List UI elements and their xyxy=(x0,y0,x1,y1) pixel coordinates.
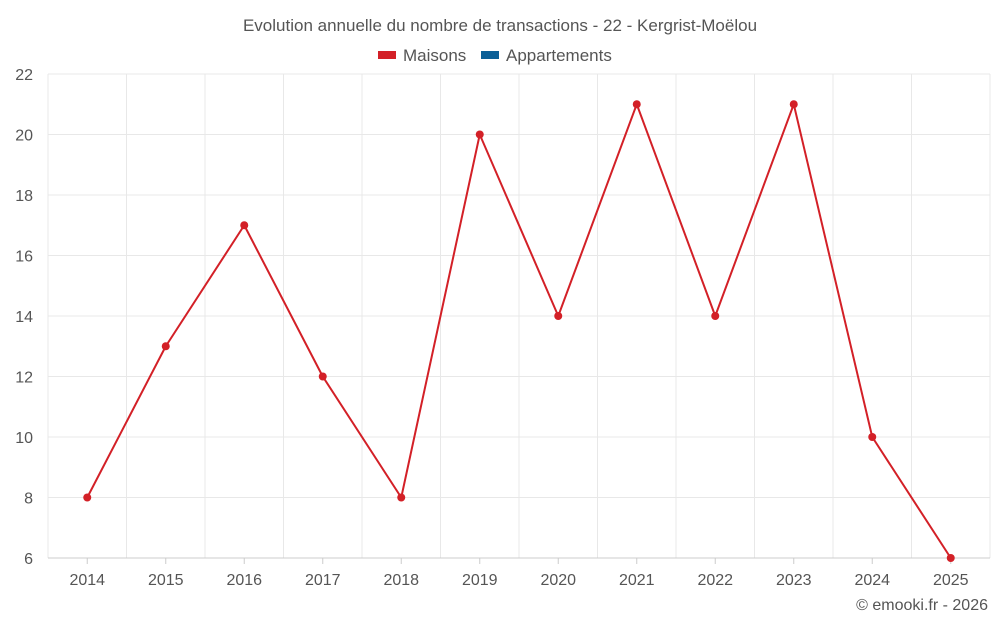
data-point[interactable] xyxy=(711,312,720,320)
legend-item-maisons[interactable]: Maisons xyxy=(378,46,466,65)
x-tick-label: 2023 xyxy=(776,572,812,589)
series-maisons xyxy=(83,100,955,562)
x-tick-label: 2020 xyxy=(540,572,576,589)
data-point[interactable] xyxy=(397,493,406,502)
grid xyxy=(47,73,991,559)
series-line xyxy=(86,103,952,559)
credit-text: © emooki.fr - 2026 xyxy=(856,597,988,614)
legend: Maisons Appartements xyxy=(378,46,612,65)
data-point[interactable] xyxy=(554,312,563,320)
x-tick-label: 2024 xyxy=(854,572,890,589)
data-point[interactable] xyxy=(161,342,170,351)
x-tick-label: 2015 xyxy=(148,572,184,589)
x-tick-label: 2018 xyxy=(383,572,419,589)
legend-label-maisons: Maisons xyxy=(403,46,466,65)
y-tick-label: 18 xyxy=(15,188,33,205)
y-tick-label: 6 xyxy=(24,551,33,568)
data-point[interactable] xyxy=(868,433,877,441)
x-tick-label: 2021 xyxy=(619,572,655,589)
x-tick-label: 2022 xyxy=(697,572,733,589)
x-axis: 2014 2015 2016 2017 2018 2019 2020 2021 2022 2023… xyxy=(48,557,990,589)
y-tick-label: 16 xyxy=(15,249,33,266)
y-tick-label: 8 xyxy=(24,491,33,508)
y-tick-label: 20 xyxy=(15,128,33,145)
legend-item-appartements[interactable]: Appartements xyxy=(481,46,612,65)
chart-title: Evolution annuelle du nombre de transact… xyxy=(243,16,757,35)
data-point[interactable] xyxy=(789,100,798,109)
data-point[interactable] xyxy=(632,100,641,109)
y-tick-label: 12 xyxy=(15,370,33,387)
legend-swatch-maisons xyxy=(378,51,396,59)
x-tick-label: 2014 xyxy=(69,572,105,589)
x-tick-label: 2025 xyxy=(933,572,969,589)
y-tick-label: 22 xyxy=(15,67,33,84)
x-tick-label: 2016 xyxy=(226,572,262,589)
data-point[interactable] xyxy=(83,493,92,502)
data-point[interactable] xyxy=(475,130,484,139)
data-point[interactable] xyxy=(318,372,327,381)
data-point[interactable] xyxy=(240,221,249,230)
y-tick-label: 14 xyxy=(15,309,33,326)
y-axis: 6 8 10 12 14 16 18 20 22 xyxy=(15,67,33,568)
legend-label-appartements: Appartements xyxy=(506,46,612,65)
legend-swatch-appartements xyxy=(481,51,499,59)
x-tick-label: 2019 xyxy=(462,572,498,589)
x-tick-label: 2017 xyxy=(305,572,341,589)
y-tick-label: 10 xyxy=(15,430,33,447)
data-point[interactable] xyxy=(946,554,955,562)
